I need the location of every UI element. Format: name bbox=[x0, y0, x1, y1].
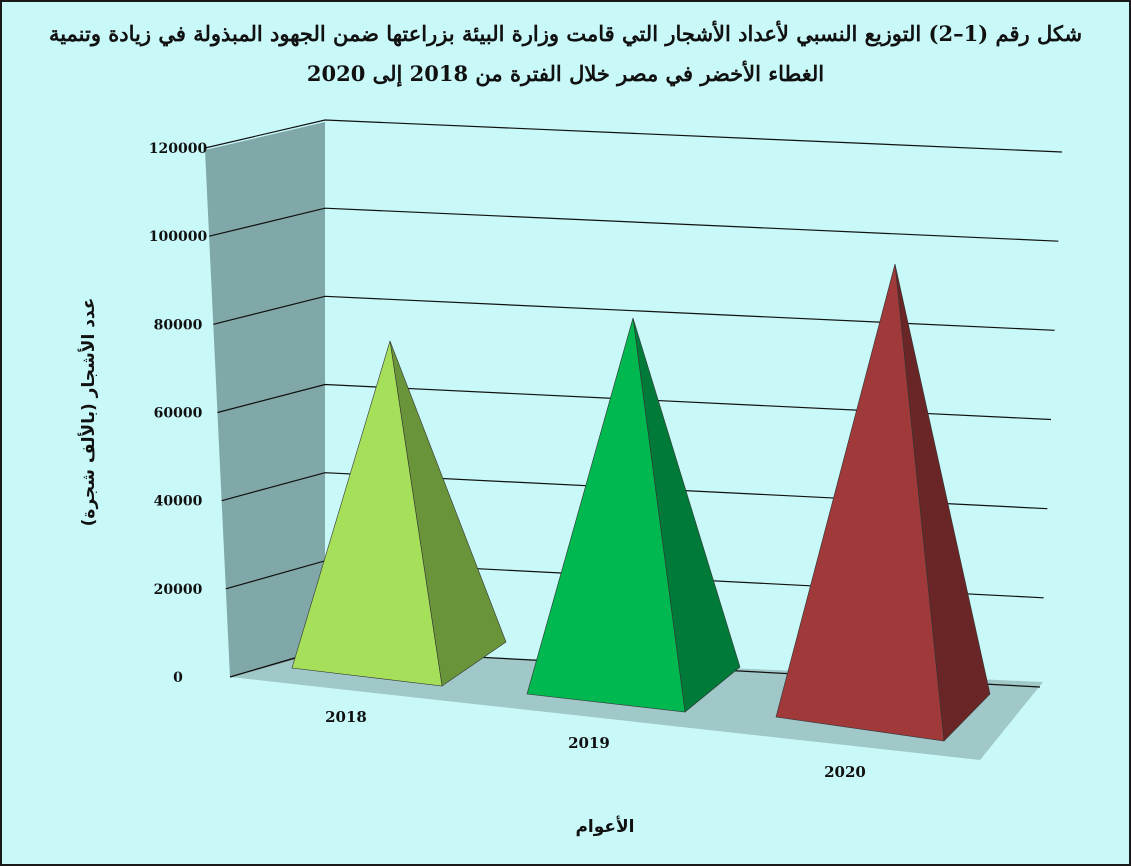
y-axis-label: عدد الأشجار (بالألف شجرة) bbox=[78, 298, 99, 527]
y-tick-label: 20000 bbox=[154, 582, 203, 598]
pyramid-front-face bbox=[526, 317, 686, 713]
y-tick-label: 60000 bbox=[154, 406, 203, 422]
y-tick-label: 40000 bbox=[154, 494, 203, 510]
y-tick-label: 80000 bbox=[154, 317, 203, 333]
back-wall bbox=[205, 122, 325, 677]
pyramid-front-face bbox=[291, 340, 443, 687]
chart-title: شكل رقم (1–2) التوزيع النسبي لأعداد الأش… bbox=[48, 21, 1083, 86]
y-tick-label: 120000 bbox=[149, 141, 208, 157]
x-axis-label: الأعوام bbox=[575, 816, 634, 837]
gridline bbox=[217, 383, 1052, 421]
gridline bbox=[213, 295, 1055, 331]
bar-2020 bbox=[775, 263, 991, 742]
x-tick-label: 2018 bbox=[325, 708, 367, 726]
gridline bbox=[221, 472, 1048, 510]
pyramid-front-face bbox=[775, 263, 945, 742]
x-tick-label: 2020 bbox=[824, 763, 866, 781]
x-tick-label: 2019 bbox=[568, 734, 610, 752]
gridline bbox=[204, 119, 1063, 153]
y-tick-label: 0 bbox=[173, 670, 183, 686]
y-tick-label: 100000 bbox=[149, 229, 208, 245]
bar-2019 bbox=[526, 317, 741, 713]
gridline bbox=[209, 207, 1059, 242]
bar-2018 bbox=[291, 340, 507, 687]
